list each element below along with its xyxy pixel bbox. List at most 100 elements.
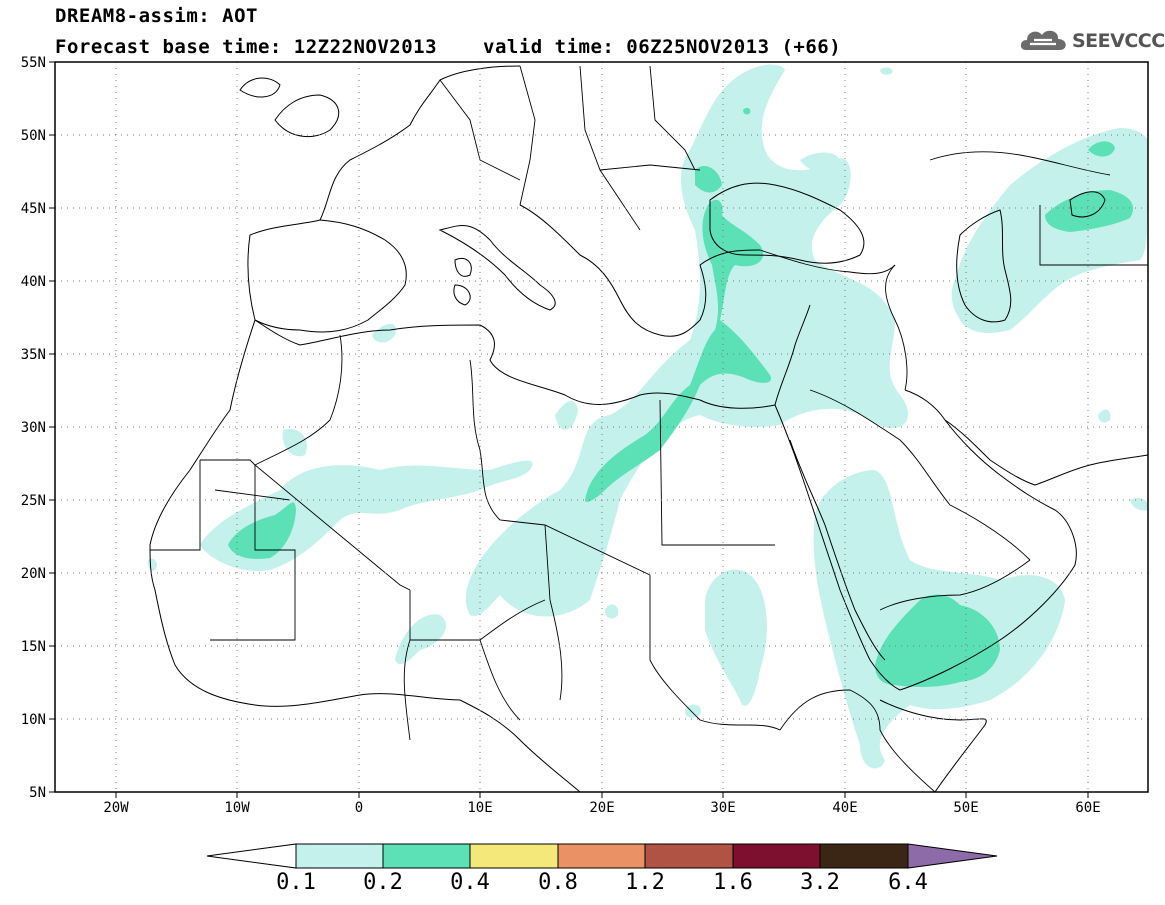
colorbar-label: 0.1 <box>276 870 316 895</box>
grid-lines <box>55 62 1148 792</box>
colorbar-bin <box>557 843 646 869</box>
lon-label: 10E <box>467 800 492 816</box>
lat-label: 20N <box>21 566 46 582</box>
aot-core-west-sahara <box>228 502 296 559</box>
lon-label: 30E <box>710 800 735 816</box>
lat-label: 25N <box>21 493 46 509</box>
colorbar-bin <box>732 843 821 869</box>
coast-aral <box>1069 191 1106 218</box>
cloud-icon <box>1020 30 1066 50</box>
border-turkey <box>759 249 896 275</box>
lat-label: 15N <box>21 639 46 655</box>
aot-plume-central-asia <box>951 128 1148 333</box>
forecast-base-time: Forecast base time: 12Z22NOV2013 <box>55 36 438 58</box>
colorbar-label: 1.2 <box>625 870 665 895</box>
coast-levant <box>774 304 811 406</box>
coast-black-sea <box>709 182 865 264</box>
aot-core-egypt <box>585 199 771 502</box>
coast-west-africa <box>149 319 461 707</box>
aot-core-black-sea-west <box>695 165 722 193</box>
border-kazakh <box>929 151 1148 266</box>
aot-core-yemen <box>875 594 1000 687</box>
aot-patch-kazakh <box>880 67 893 75</box>
lat-label: 10N <box>21 712 46 728</box>
aot-core-ukraine-dot <box>743 107 751 115</box>
lat-label: 30N <box>21 420 46 436</box>
logo-text: SEEVCCC <box>1072 30 1165 52</box>
lat-label: 5N <box>29 785 46 801</box>
colorbar-bin <box>469 843 559 869</box>
border-europe <box>439 65 701 231</box>
border-algeria <box>254 334 411 591</box>
coast-caspian <box>956 209 1012 323</box>
lat-label: 35N <box>21 347 46 363</box>
lon-label: 60E <box>1075 800 1100 816</box>
coast-france-uk <box>239 65 521 221</box>
lat-label: 55N <box>21 55 46 71</box>
aot-patch-niger <box>395 614 447 665</box>
border-saudi <box>809 389 1031 561</box>
coast-balkans <box>519 204 761 337</box>
aot-dark-regions <box>228 107 1134 687</box>
lon-label: 10W <box>224 800 250 816</box>
colorbar-label: 0.4 <box>450 870 490 895</box>
colorbar-label: 0.8 <box>538 870 578 895</box>
border-ethiopia <box>779 689 936 792</box>
aot-field <box>147 64 1148 769</box>
border-niger <box>409 590 546 641</box>
border-egypt <box>659 399 775 546</box>
aot-patch-ukraine <box>800 152 840 172</box>
aot-plume-north-africa <box>465 64 909 617</box>
colorbar-low-extension <box>206 843 297 869</box>
colorbar <box>206 843 998 869</box>
coast-horn <box>879 699 987 792</box>
colorbar-label: 1.6 <box>713 870 753 895</box>
borders <box>150 65 1148 792</box>
lon-label: 40E <box>832 800 857 816</box>
coast-red-sea <box>774 404 901 691</box>
aot-patch-iran <box>1098 409 1111 423</box>
border-iran <box>885 264 908 391</box>
aot-patch-east <box>1130 498 1148 511</box>
valid-time: valid time: 06Z25NOV2013 (+66) <box>483 36 842 58</box>
aot-core-caspian <box>1045 190 1134 232</box>
colorbar-bin <box>819 843 909 869</box>
aot-core-aral <box>1088 141 1115 157</box>
colorbar-high-extension <box>907 843 998 869</box>
colorbar-bin <box>382 843 471 869</box>
colorbar-label: 0.2 <box>363 870 403 895</box>
lat-labels: 55N 50N 45N 40N 35N 30N 25N 20N 15N 10N … <box>21 55 46 801</box>
lat-label: 45N <box>21 201 46 217</box>
lon-label: 20W <box>103 800 129 816</box>
coast-north-africa <box>254 319 776 409</box>
coastlines <box>149 65 1148 792</box>
lat-label: 40N <box>21 274 46 290</box>
aot-patch-chad <box>605 604 619 619</box>
lon-label: 20E <box>589 800 614 816</box>
aot-patch-tunisia <box>372 323 396 343</box>
border-libya <box>469 359 651 576</box>
coast-arabia <box>899 389 1077 691</box>
coast-east-africa <box>459 699 581 792</box>
aot-patch-sudan-south <box>685 704 702 718</box>
lon-labels: 20W 10W 0 10E 20E 30E 40E 50E 60E <box>103 800 1100 816</box>
seevccc-logo: SEEVCCC <box>1018 24 1165 56</box>
lon-label: 0 <box>355 800 363 816</box>
border-mali <box>200 459 296 641</box>
coast-gulf <box>944 419 1148 486</box>
border-yemen <box>879 559 1031 611</box>
colorbar-label: 3.2 <box>800 870 840 895</box>
border-sudan <box>544 524 781 731</box>
map-title: DREAM8-assim: AOT <box>55 5 258 27</box>
lon-label: 50E <box>953 800 978 816</box>
border-mauritania <box>150 460 291 551</box>
colorbar-label: 6.4 <box>888 870 928 895</box>
aot-patch-algeria <box>282 429 308 457</box>
colorbar-bin <box>295 843 384 869</box>
border-nigeria <box>403 639 521 741</box>
aot-patch-libya <box>555 400 578 430</box>
tick-marks <box>49 61 1089 798</box>
coast-italy <box>438 225 556 311</box>
lat-label: 50N <box>21 128 46 144</box>
